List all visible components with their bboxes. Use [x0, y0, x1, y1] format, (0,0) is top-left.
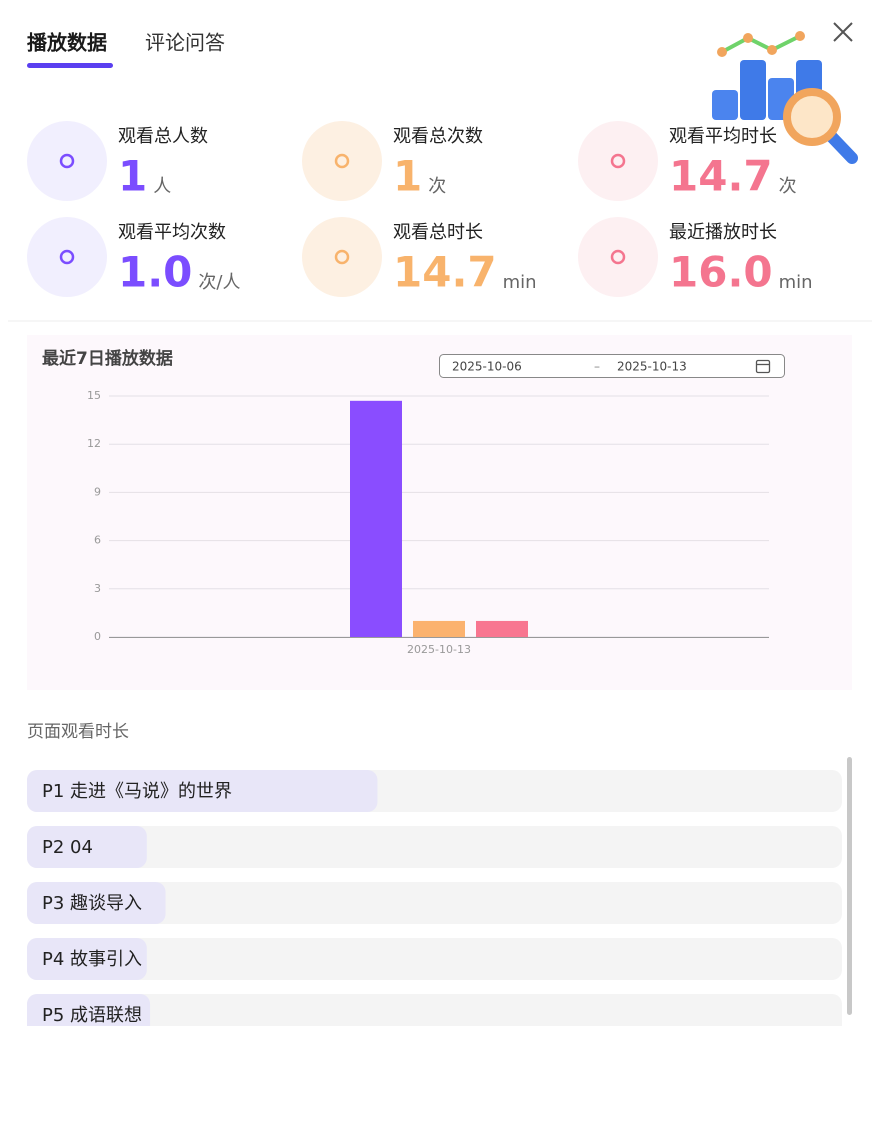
scrollbar[interactable] — [847, 757, 852, 1015]
bar — [413, 620, 465, 637]
stat-value: 14.7 — [393, 248, 497, 297]
list-item — [27, 882, 842, 924]
list: P1 走进《马说》的世界 P2 04 P3 趣谈导入 P4 故事引入 P5 成语联想 — [27, 770, 842, 1026]
stat-icon — [610, 249, 626, 265]
bar — [476, 620, 528, 637]
list-item — [27, 994, 842, 1026]
date-separator: – — [594, 360, 600, 374]
x-tick-label: 2025-10-13 — [407, 643, 471, 656]
date-start: 2025-10-06 — [452, 360, 522, 374]
stat-unit: 次 — [428, 176, 446, 197]
stat-value: 1 — [393, 152, 422, 201]
stat-icon — [334, 249, 350, 265]
stat-icon-bg — [578, 217, 658, 297]
section-title: 页面观看时长 — [27, 722, 129, 742]
stat-value: 16.0 — [669, 248, 773, 297]
bar — [350, 400, 402, 637]
stat-icon — [334, 153, 350, 169]
y-tick-label: 3 — [94, 582, 101, 595]
tab-underline — [27, 63, 113, 68]
list-item-label: P3 趣谈导入 — [42, 893, 142, 914]
list-item-label: P1 走进《马说》的世界 — [42, 781, 232, 802]
y-tick-label: 6 — [94, 534, 101, 547]
stat-icon — [59, 153, 75, 169]
stat-label: 观看总次数 — [393, 126, 483, 147]
stat-label: 观看总时长 — [393, 222, 483, 243]
date-end: 2025-10-13 — [617, 360, 687, 374]
stat-icon-bg — [27, 121, 107, 201]
chart-title: 最近7日播放数据 — [42, 348, 173, 369]
y-tick-label: 15 — [87, 389, 101, 402]
stat-unit: min — [503, 272, 537, 293]
progress-bar — [27, 770, 378, 812]
stat-unit: 次 — [779, 176, 797, 197]
date-picker[interactable] — [439, 354, 785, 378]
progress-bar — [27, 882, 166, 924]
list-item — [27, 826, 842, 868]
stat-value: 1 — [118, 152, 147, 201]
illustration — [712, 31, 858, 164]
list-item — [27, 938, 842, 980]
stat-value: 1.0 — [118, 248, 192, 297]
close-button[interactable] — [833, 22, 853, 42]
stat-label: 最近播放时长 — [669, 222, 777, 243]
stat-icon — [59, 249, 75, 265]
tab[interactable]: 评论问答 — [145, 31, 225, 55]
list-item-label: P5 成语联想 — [42, 1005, 142, 1026]
stat-value: 14.7 — [669, 152, 773, 201]
stat-label: 观看平均时长 — [669, 126, 777, 147]
stat-icon-bg — [578, 121, 658, 201]
progress-bar — [27, 938, 147, 980]
y-tick-label: 0 — [94, 630, 101, 643]
progress-bar — [27, 994, 151, 1026]
stat-icon-bg — [302, 217, 382, 297]
stat-icon-bg — [302, 121, 382, 201]
stat-unit: 人 — [153, 176, 171, 197]
stat-label: 观看总人数 — [118, 126, 208, 147]
stat-unit: 次/人 — [198, 272, 240, 293]
stat-label: 观看平均次数 — [118, 222, 226, 243]
progress-bar — [27, 826, 147, 868]
calendar-icon — [755, 359, 771, 374]
stat-unit: min — [779, 272, 813, 293]
tab[interactable]: 播放数据 — [27, 31, 107, 55]
y-tick-label: 12 — [87, 437, 101, 450]
list-item-label: P4 故事引入 — [42, 949, 142, 970]
stat-icon — [610, 153, 626, 169]
stat-icon-bg — [27, 217, 107, 297]
list-item-label: P2 04 — [42, 837, 93, 858]
y-tick-label: 9 — [94, 485, 101, 498]
